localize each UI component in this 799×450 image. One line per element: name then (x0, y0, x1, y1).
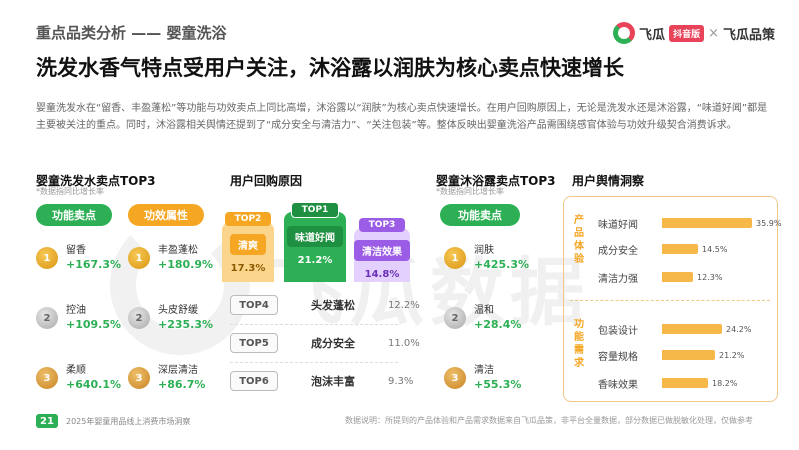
shampoo-function-item-2: 2 控油 +109.5% (36, 304, 121, 332)
podium-top2-tag: TOP2 (224, 212, 272, 226)
rank-top5-label: 成分安全 (311, 337, 355, 350)
sentiment-panel (563, 196, 778, 402)
sentiment-bar (662, 272, 693, 282)
shampoo-efficacy-item-2: 2 头皮舒缓 +235.3% (128, 304, 213, 332)
rank-row-top6: TOP6 泡沫丰富 9.3% (230, 370, 413, 392)
silver-medal-icon: 2 (444, 307, 466, 329)
shampoo-efficacy-item-1: 1 丰盈蓬松 +180.9% (128, 244, 213, 272)
podium-top2-label: 清爽 (230, 234, 266, 255)
brand-logo: 飞瓜 抖音版 × 飞瓜品策 (613, 22, 775, 44)
sentiment-bar-row: 清洁力强 12.3% (598, 272, 723, 285)
rank-top6-tag: TOP6 (230, 371, 278, 391)
sentiment-bar-row: 味道好闻 35.9% (598, 218, 782, 231)
bronze-medal-icon: 3 (36, 367, 58, 389)
rank-top4-pct: 12.2% (388, 299, 420, 311)
podium-top1: TOP1 味道好闻 21.2% (284, 202, 346, 282)
podium-top3-pct: 14.8% (364, 269, 400, 280)
sentiment-section-title: 用户舆情洞察 (572, 174, 645, 188)
sentiment-bar-row: 香味效果 18.2% (598, 378, 738, 391)
sentiment-bar-row: 容量规格 21.2% (598, 350, 745, 363)
logo-badge: 抖音版 (669, 24, 705, 42)
rank-top4-tag: TOP4 (230, 295, 278, 315)
gold-medal-icon: 1 (444, 247, 466, 269)
logo-separator: × (708, 25, 719, 41)
rank-top6-pct: 9.3% (388, 375, 414, 387)
gold-medal-icon: 1 (36, 247, 58, 269)
shampoo-function-item-1: 1 留香 +167.3% (36, 244, 121, 272)
bodywash-function-header: 功能卖点 (440, 204, 520, 226)
bodywash-section-note: *数据指同比增长率 (436, 187, 504, 196)
sentiment-bar (662, 350, 715, 360)
shampoo-function-item-3: 3 柔顺 +640.1% (36, 364, 121, 392)
podium-top2: TOP2 清爽 17.3% (222, 212, 274, 282)
shampoo-efficacy-header: 功效属性 (128, 204, 204, 226)
sentiment-divider (570, 300, 770, 301)
podium-top1-label: 味道好闻 (287, 226, 343, 247)
rank-top4-label: 头发蓬松 (311, 299, 355, 312)
rank-divider (230, 324, 398, 325)
podium-top3-label: 清洁效果 (354, 240, 410, 261)
logo-partner: 飞瓜品策 (722, 27, 775, 43)
gold-medal-icon: 1 (128, 247, 150, 269)
logo-name: 飞瓜 (639, 27, 666, 43)
bodywash-section-title: 婴童沐浴露卖点TOP3 (436, 174, 556, 188)
silver-medal-icon: 2 (36, 307, 58, 329)
sentiment-group1-label: 产品体验 (574, 215, 584, 265)
bodywash-item-3: 3 清洁 +55.3% (444, 364, 521, 392)
podium-top3: TOP3 清洁效果 14.8% (354, 218, 410, 282)
page-number: 21 (36, 414, 58, 428)
sentiment-bar-row: 包装设计 24.2% (598, 324, 752, 337)
feigua-logo-icon (613, 22, 636, 44)
rank-top6-label: 泡沫丰富 (311, 375, 355, 388)
rank-top5-tag: TOP5 (230, 333, 278, 353)
sentiment-bar (662, 218, 752, 228)
data-source-note: 数据说明：所提到的产品体验和产品需求数据来自飞瓜品策，非平台全量数据，部分数据已… (345, 416, 753, 425)
sentiment-bar (662, 378, 708, 388)
rank-divider (230, 362, 398, 363)
sentiment-bar (662, 244, 698, 254)
bronze-medal-icon: 3 (128, 367, 150, 389)
page-title: 洗发水香气特点受用户关注，沐浴露以润肤为核心卖点快速增长 (36, 56, 624, 80)
podium-top1-pct: 21.2% (297, 255, 333, 266)
rank-top5-pct: 11.0% (388, 337, 420, 349)
section-title: 重点品类分析 —— 婴童洗浴 (36, 24, 227, 42)
bodywash-item-1: 1 润肤 +425.3% (444, 244, 529, 272)
sentiment-bar-row: 成分安全 14.5% (598, 244, 728, 257)
report-name: 2025年婴童用品线上消费市场洞察 (66, 416, 191, 426)
podium-top2-pct: 17.3% (230, 263, 266, 274)
podium-top3-tag: TOP3 (358, 218, 406, 232)
podium-top1-tag: TOP1 (290, 202, 340, 218)
shampoo-efficacy-item-3: 3 深层清洁 +86.7% (128, 364, 205, 392)
silver-medal-icon: 2 (128, 307, 150, 329)
sentiment-bar (662, 324, 722, 334)
rank-row-top4: TOP4 头发蓬松 12.2% (230, 294, 420, 316)
bronze-medal-icon: 3 (444, 367, 466, 389)
rank-row-top5: TOP5 成分安全 11.0% (230, 332, 420, 354)
shampoo-section-title: 婴童洗发水卖点TOP3 (36, 174, 156, 188)
shampoo-section-note: *数据指同比增长率 (36, 187, 104, 196)
shampoo-function-header: 功能卖点 (36, 204, 112, 226)
sentiment-group2-label: 功能需求 (574, 319, 584, 369)
repurchase-section-title: 用户回购原因 (230, 174, 303, 188)
bodywash-item-2: 2 温和 +28.4% (444, 304, 521, 332)
footer: 21 2025年婴童用品线上消费市场洞察 (36, 414, 190, 428)
intro-paragraph: 婴童洗发水在“留香、丰盈蓬松”等功能与功效卖点上同比高增，沐浴露以“润肤”为核心… (36, 103, 768, 131)
